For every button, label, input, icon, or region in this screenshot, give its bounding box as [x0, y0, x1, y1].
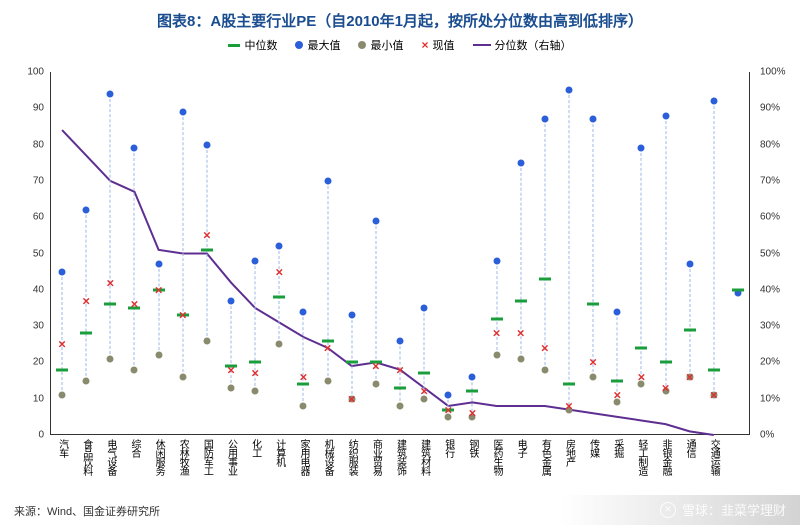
y-axis-right: 0%10%20%30%40%50%60%70%80%90%100% — [756, 72, 796, 435]
median-icon — [228, 44, 240, 47]
max-icon — [295, 41, 303, 49]
legend-label: 现值 — [433, 37, 455, 53]
legend-label: 最小值 — [370, 37, 403, 53]
x-icon: × — [421, 41, 428, 49]
legend-current: × 现值 — [421, 37, 454, 53]
watermark: 雪球：韭菜学理财 — [660, 500, 786, 519]
legend-label: 中位数 — [244, 37, 277, 53]
line-icon — [473, 44, 491, 46]
plot-area: ×汽车×食品饮料×电气设备×综合×休闲服务×农林牧渔×国防军工×公用事业×化工×… — [50, 72, 750, 435]
legend: 中位数 最大值 最小值 × 现值 分位数（右轴） — [0, 37, 800, 57]
watermark-text: 雪球：韭菜学理财 — [682, 500, 786, 519]
legend-percentile: 分位数（右轴） — [473, 37, 572, 53]
y-axis-left: 0102030405060708090100 — [8, 72, 48, 435]
source-text: 来源：Wind、国金证券研究所 — [14, 503, 160, 519]
xueqiu-icon — [660, 502, 676, 518]
legend-label: 分位数（右轴） — [495, 37, 572, 53]
legend-label: 最大值 — [307, 37, 340, 53]
chart-title: 图表8：A股主要行业PE（自2010年1月起，按所处分位数由高到低排序） — [0, 0, 800, 37]
chart-area: 0102030405060708090100 0%10%20%30%40%50%… — [50, 72, 750, 435]
min-icon — [358, 41, 366, 49]
legend-median: 中位数 — [228, 37, 277, 53]
legend-min: 最小值 — [358, 37, 403, 53]
legend-max: 最大值 — [295, 37, 340, 53]
